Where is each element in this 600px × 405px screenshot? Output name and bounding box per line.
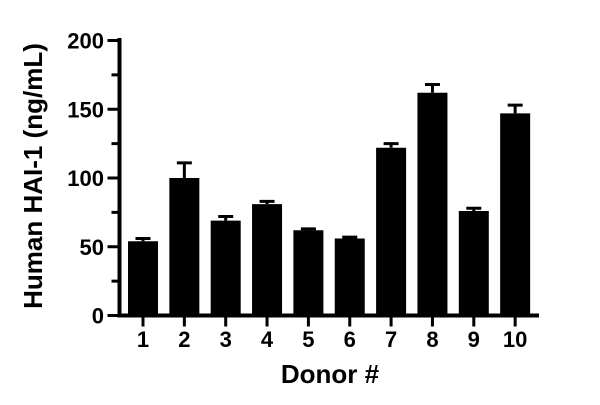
bar-donor-8 — [417, 92, 448, 318]
x-axis-tick-label: 7 — [385, 327, 397, 352]
bar-donor-5 — [293, 230, 324, 318]
x-axis-tick-label: 1 — [137, 327, 149, 352]
bar-donor-2 — [169, 178, 200, 318]
bar-donor-6 — [334, 238, 365, 318]
x-axis-tick-label: 8 — [426, 327, 438, 352]
x-axis-tick-label: 6 — [344, 327, 356, 352]
y-axis-tick-label: 100 — [67, 166, 104, 191]
x-axis-title: Donor # — [281, 359, 380, 389]
y-axis-title: Human HAI-1 (ng/mL) — [18, 43, 48, 309]
x-axis-tick-label: 10 — [503, 327, 527, 352]
bar-donor-9 — [458, 211, 489, 318]
y-axis-tick-label: 50 — [80, 235, 104, 260]
x-axis-tick-label: 3 — [220, 327, 232, 352]
bar-donor-7 — [376, 147, 407, 318]
x-axis-tick-label: 5 — [302, 327, 314, 352]
x-axis-tick-label: 9 — [468, 327, 480, 352]
bar-donor-4 — [252, 204, 283, 318]
bar-donor-3 — [210, 220, 241, 318]
y-axis-tick-label: 200 — [67, 29, 104, 54]
bar-donor-10 — [500, 113, 531, 318]
y-axis-tick-label: 150 — [67, 97, 104, 122]
bar-donor-1 — [128, 241, 158, 318]
y-axis-tick-label: 0 — [92, 304, 104, 329]
x-axis-tick-label: 4 — [261, 327, 274, 352]
x-axis-tick-label: 2 — [178, 327, 190, 352]
